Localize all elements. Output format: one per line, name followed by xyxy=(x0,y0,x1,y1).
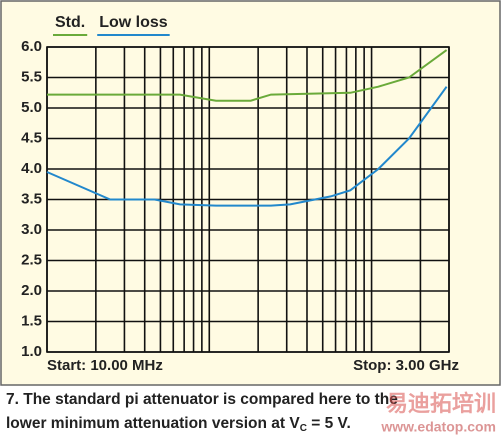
caption-text: = 5 V. xyxy=(307,415,351,432)
caption-text: lower minimum attenuation version at V xyxy=(6,415,300,432)
y-tick-label: 2.0 xyxy=(21,282,42,299)
line-series xyxy=(47,49,448,102)
y-tick-label: 3.0 xyxy=(21,221,42,238)
y-tick-label: 6.0 xyxy=(21,38,42,55)
y-tick-label: 3.5 xyxy=(21,190,42,207)
y-tick-label: 4.5 xyxy=(21,129,42,146)
y-tick-label: 4.0 xyxy=(21,160,42,177)
caption-line1: 7. The standard pi attenuator is compare… xyxy=(6,391,398,408)
line-series xyxy=(46,86,448,207)
start-label: Start: 10.00 MHz xyxy=(47,357,163,374)
y-tick-label: 5.0 xyxy=(21,99,42,116)
legend-label: Std. xyxy=(55,14,85,31)
caption-line2: lower minimum attenuation version at VC … xyxy=(6,415,351,434)
y-tick-label: 1.0 xyxy=(21,343,42,360)
watermark-url: www.edatop.com xyxy=(380,419,496,435)
y-tick-label: 5.5 xyxy=(21,68,42,85)
watermark-brand: 易迪拓培训 xyxy=(386,391,496,416)
caption-subscript: C xyxy=(300,423,307,434)
y-tick-label: 1.5 xyxy=(21,312,42,329)
legend-label: Low loss xyxy=(99,14,168,31)
plot: 1.0 1.5 2.0 2.5 3.0 3.5 4.0 4.5 5.0 5.5 6.0 Std. Low… xyxy=(21,14,450,360)
stop-label: Stop: 3.00 GHz xyxy=(353,357,459,374)
y-tick-label: 2.5 xyxy=(21,251,42,268)
chart-frame xyxy=(0,0,501,386)
